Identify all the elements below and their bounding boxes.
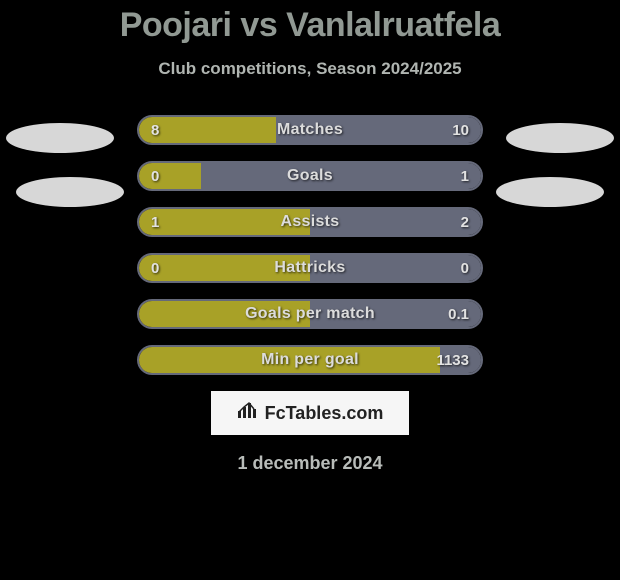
- subtitle: Club competitions, Season 2024/2025: [0, 59, 620, 79]
- stat-label: Assists: [139, 209, 481, 235]
- stat-label: Goals per match: [139, 301, 481, 327]
- stat-row-goals: 0 Goals 1: [137, 161, 483, 191]
- stat-row-goals-per-match: Goals per match 0.1: [137, 299, 483, 329]
- player-right-ellipse-1: [506, 123, 614, 153]
- stat-row-assists: 1 Assists 2: [137, 207, 483, 237]
- page-title: Poojari vs Vanlalruatfela: [0, 6, 620, 45]
- date-text: 1 december 2024: [0, 453, 620, 474]
- player-right-ellipse-2: [496, 177, 604, 207]
- footer-site-text: FcTables.com: [265, 403, 384, 424]
- chart-icon: [237, 401, 259, 425]
- stat-row-hattricks: 0 Hattricks 0: [137, 253, 483, 283]
- stat-label: Goals: [139, 163, 481, 189]
- stat-right-value: 1: [461, 163, 469, 189]
- stat-right-value: 0: [461, 255, 469, 281]
- player-left-ellipse-2: [16, 177, 124, 207]
- stat-row-min-per-goal: Min per goal 1133: [137, 345, 483, 375]
- stat-right-value: 0.1: [448, 301, 469, 327]
- stat-label: Min per goal: [139, 347, 481, 373]
- stat-label: Matches: [139, 117, 481, 143]
- stats-area: 8 Matches 10 0 Goals 1 1 Assists 2: [0, 115, 620, 474]
- infographic-container: Poojari vs Vanlalruatfela Club competiti…: [0, 0, 620, 474]
- player-left-ellipse-1: [6, 123, 114, 153]
- stat-right-value: 1133: [436, 347, 469, 373]
- stat-row-matches: 8 Matches 10: [137, 115, 483, 145]
- bars-list: 8 Matches 10 0 Goals 1 1 Assists 2: [137, 115, 483, 375]
- stat-label: Hattricks: [139, 255, 481, 281]
- footer-logo: FcTables.com: [211, 391, 409, 435]
- stat-right-value: 10: [452, 117, 469, 143]
- stat-right-value: 2: [461, 209, 469, 235]
